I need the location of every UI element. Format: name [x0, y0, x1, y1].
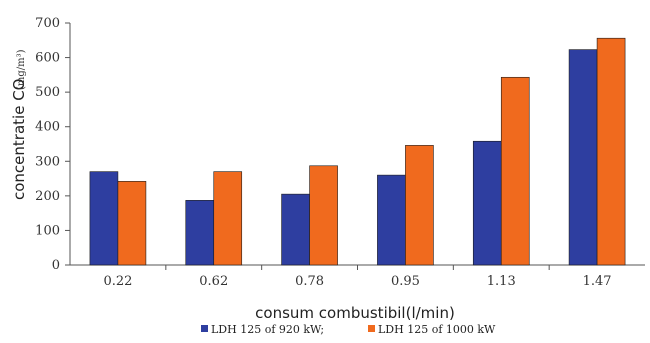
bar-series-2-0.95: [405, 145, 434, 266]
legend-swatch-920: [201, 325, 208, 332]
bar-series-1-0.62: [185, 200, 215, 266]
y-axis: 0 100 200 300 400 500 600 700: [35, 16, 71, 273]
bar-series-2-0.62: [213, 171, 243, 266]
x-tick-label: 1.47: [583, 274, 612, 289]
y-tick-label: 500: [35, 85, 60, 100]
y-tick-label: 400: [35, 120, 60, 135]
bar-series-1-1.47: [568, 49, 598, 266]
y-axis-unit: (mg/m³): [16, 49, 27, 90]
legend-label-1000: LDH 125 of 1000 kW: [378, 323, 496, 336]
bar-series-2-0.78: [309, 165, 338, 266]
legend-swatch-1000: [368, 325, 375, 332]
bar-series-1-0.95: [377, 174, 406, 266]
y-axis-title: concentratie CO: [10, 79, 28, 200]
y-tick-label: 200: [35, 189, 60, 204]
bar-series-1-0.78: [281, 193, 310, 266]
bars: [89, 37, 626, 266]
bar-series-1-0.22: [89, 171, 119, 266]
x-tick-label: 1.13: [487, 274, 516, 289]
bar-series-2-0.22: [117, 181, 147, 266]
legend-label-920: LDH 125 of 920 kW;: [211, 323, 324, 336]
y-tick-label: 600: [35, 51, 60, 66]
x-tick-label: 0.78: [295, 274, 324, 289]
y-tick-label: 300: [35, 154, 60, 169]
x-axis: 0.22 0.62 0.78 0.95 1.13 1.47: [70, 264, 645, 289]
x-tick-label: 0.62: [199, 274, 228, 289]
bar-series-2-1.13: [500, 76, 530, 266]
bar-series-2-1.47: [596, 37, 626, 266]
x-tick-label: 0.22: [103, 274, 132, 289]
x-axis-title: consum combustibil(l/min): [255, 304, 455, 322]
y-tick-label: 100: [35, 223, 60, 238]
y-tick-label: 700: [35, 16, 60, 31]
x-tick-label: 0.95: [391, 274, 420, 289]
y-tick-label: 0: [52, 258, 60, 273]
legend: LDH 125 of 920 kW; LDH 125 of 1000 kW: [201, 323, 496, 336]
bar-series-1-1.13: [472, 140, 502, 266]
